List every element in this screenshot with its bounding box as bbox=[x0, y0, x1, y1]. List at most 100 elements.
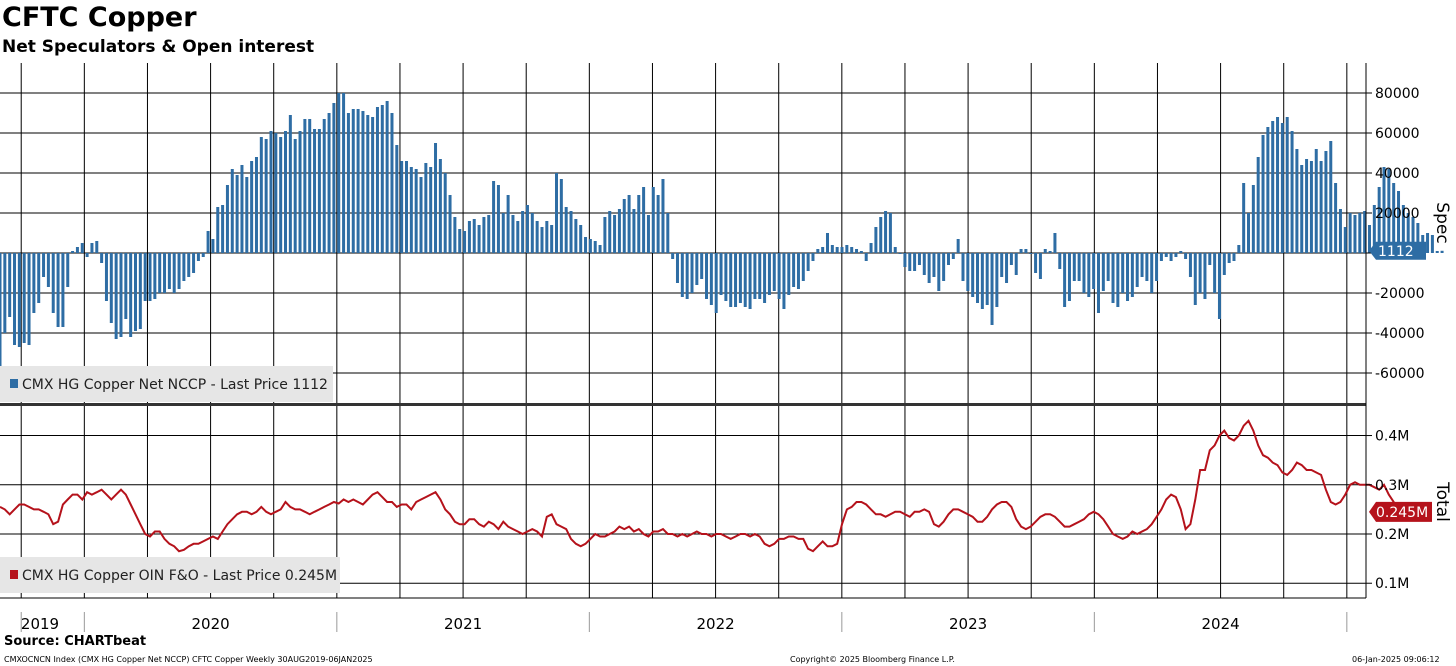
spec-bar bbox=[250, 161, 254, 253]
spec-bar bbox=[1411, 217, 1415, 253]
spec-bar bbox=[1024, 249, 1028, 253]
spec-bar bbox=[1096, 253, 1100, 313]
x-year-label: 2022 bbox=[696, 615, 734, 633]
spec-bar bbox=[424, 163, 428, 253]
spec-bar bbox=[598, 245, 602, 253]
spec-bar bbox=[114, 253, 118, 339]
spec-bar bbox=[1290, 131, 1294, 253]
spec-bar bbox=[1198, 253, 1202, 293]
spec-bar bbox=[225, 185, 229, 253]
spec-bar bbox=[148, 253, 152, 301]
x-year-label: 2020 bbox=[191, 615, 229, 633]
spec-bar bbox=[119, 253, 123, 337]
spec-bar bbox=[269, 131, 273, 253]
spec-bar bbox=[651, 187, 655, 253]
spec-bar bbox=[1271, 121, 1275, 253]
spec-bar bbox=[521, 211, 525, 253]
spec-bar bbox=[642, 187, 646, 253]
spec-bar bbox=[429, 167, 433, 253]
spec-bar bbox=[80, 243, 84, 253]
spec-bar bbox=[869, 243, 873, 253]
spec-bar bbox=[680, 253, 684, 297]
spec-bar bbox=[90, 243, 94, 253]
spec-bar bbox=[1000, 253, 1004, 277]
spec-bar bbox=[772, 253, 776, 291]
spec-bar bbox=[1101, 253, 1105, 291]
spec-bar bbox=[932, 253, 936, 277]
spec-bar bbox=[167, 253, 171, 289]
total-legend-swatch bbox=[10, 570, 18, 579]
spec-bar bbox=[158, 253, 162, 293]
spec-bar bbox=[1382, 167, 1386, 253]
spec-bar bbox=[1285, 117, 1289, 253]
spec-bar bbox=[501, 213, 505, 253]
spec-bar bbox=[695, 253, 699, 285]
spec-bar bbox=[351, 109, 355, 253]
spec-bar bbox=[61, 253, 65, 327]
spec-bar bbox=[1019, 249, 1023, 253]
spec-axis-title: Spec bbox=[1432, 202, 1452, 243]
spec-bar bbox=[777, 253, 781, 299]
spec-bar bbox=[1309, 161, 1313, 253]
spec-bar bbox=[1043, 249, 1047, 253]
spec-bar bbox=[235, 175, 239, 253]
spec-bar bbox=[976, 253, 980, 303]
spec-bar bbox=[525, 205, 529, 253]
spec-bar bbox=[550, 225, 554, 253]
spec-bar bbox=[153, 253, 157, 299]
spec-last-marker bbox=[1369, 241, 1426, 260]
spec-bar bbox=[1217, 253, 1221, 319]
spec-bar bbox=[806, 253, 810, 271]
spec-bar bbox=[579, 225, 583, 253]
spec-bar bbox=[37, 253, 41, 303]
panel-divider bbox=[0, 403, 1366, 406]
spec-bar bbox=[1334, 183, 1338, 253]
spec-bar bbox=[1077, 253, 1081, 281]
spec-bar bbox=[32, 253, 36, 313]
spec-bar bbox=[748, 253, 752, 309]
spec-bar bbox=[719, 253, 723, 295]
spec-bar bbox=[661, 179, 665, 253]
spec-bar bbox=[1266, 127, 1270, 253]
total-tick-label: 0.4M bbox=[1375, 429, 1409, 445]
spec-bar bbox=[322, 119, 326, 253]
spec-bar bbox=[182, 253, 186, 281]
spec-bar bbox=[230, 169, 234, 253]
spec-bar bbox=[288, 115, 292, 253]
spec-bar bbox=[1087, 253, 1091, 297]
spec-bar bbox=[13, 253, 17, 345]
spec-bar bbox=[66, 253, 70, 287]
spec-tick-label: -60000 bbox=[1375, 366, 1425, 382]
spec-bar bbox=[1256, 157, 1260, 253]
spec-bar bbox=[240, 165, 244, 253]
spec-legend-box bbox=[0, 366, 333, 402]
total-last-label: 0.245M bbox=[1376, 505, 1428, 521]
spec-bar bbox=[274, 133, 278, 253]
spec-bar bbox=[1280, 123, 1284, 253]
spec-bar bbox=[1372, 205, 1376, 253]
spec-bar bbox=[284, 131, 288, 253]
spec-bar bbox=[0, 253, 2, 369]
footer-left: CMXOCNCN Index (CMX HG Copper Net NCCP) … bbox=[4, 655, 373, 664]
spec-bar bbox=[971, 253, 975, 297]
spec-bar bbox=[1276, 117, 1280, 253]
spec-bar bbox=[337, 93, 341, 253]
spec-bar bbox=[279, 137, 283, 253]
spec-bar bbox=[946, 253, 950, 265]
spec-bar bbox=[588, 239, 592, 253]
spec-bar bbox=[482, 217, 486, 253]
spec-bar bbox=[419, 177, 423, 253]
spec-bar bbox=[192, 253, 196, 273]
spec-bar bbox=[985, 253, 989, 305]
spec-bar bbox=[1319, 161, 1323, 253]
spec-bar bbox=[956, 239, 960, 253]
spec-last-label: 1112 bbox=[1378, 244, 1414, 260]
spec-bar bbox=[303, 119, 307, 253]
spec-bar bbox=[593, 241, 597, 253]
x-year-label: 2019 bbox=[21, 615, 59, 633]
spec-bar bbox=[492, 181, 496, 253]
spec-bar bbox=[17, 253, 21, 347]
spec-bar bbox=[656, 195, 660, 253]
spec-bar bbox=[1082, 253, 1086, 293]
spec-bar bbox=[951, 253, 955, 259]
